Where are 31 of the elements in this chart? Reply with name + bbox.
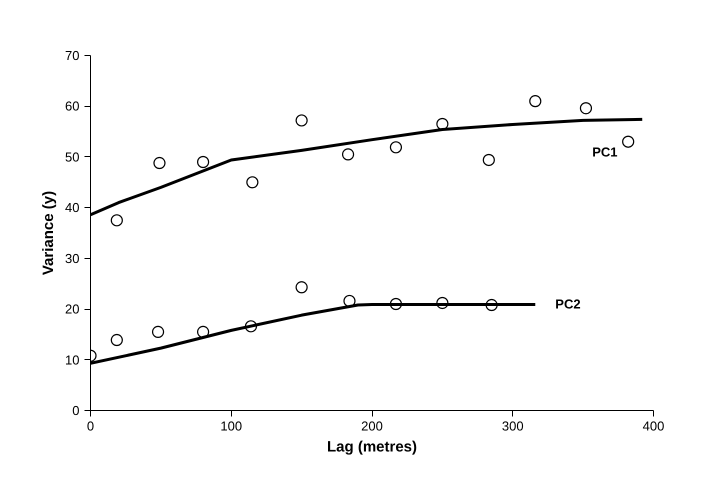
point xyxy=(197,156,210,168)
point xyxy=(296,281,308,294)
point xyxy=(580,102,592,114)
y-tick-label: 10 xyxy=(65,352,80,368)
point xyxy=(153,156,166,170)
x-tick-label: 300 xyxy=(502,418,524,434)
series-label: PC1 xyxy=(592,144,618,160)
point xyxy=(342,148,354,160)
y-tick-label: 60 xyxy=(65,98,80,114)
y-tick-label: 20 xyxy=(65,302,80,317)
x-tick-label: 100 xyxy=(220,418,242,434)
y-tick-label: 30 xyxy=(65,250,80,266)
point xyxy=(296,114,308,127)
x-axis-title: Lag (metres) xyxy=(326,438,418,456)
y-tick-label: 0 xyxy=(72,403,80,418)
point xyxy=(622,136,634,148)
y-tick-label: 50 xyxy=(65,149,80,164)
point xyxy=(152,326,164,338)
point xyxy=(529,95,542,108)
x-tick-label: 400 xyxy=(642,418,664,434)
x-tick-label: 0 xyxy=(86,418,94,434)
y-tick-label: 70 xyxy=(65,48,80,63)
y-tick-label: 40 xyxy=(65,200,80,216)
x-tick-label: 200 xyxy=(361,418,383,434)
point xyxy=(482,154,495,166)
point xyxy=(246,176,258,188)
series-label: PC2 xyxy=(555,296,581,312)
point xyxy=(110,334,123,346)
y-axis-title: Variance (y) xyxy=(40,190,58,276)
point xyxy=(110,214,123,226)
point xyxy=(390,141,402,154)
